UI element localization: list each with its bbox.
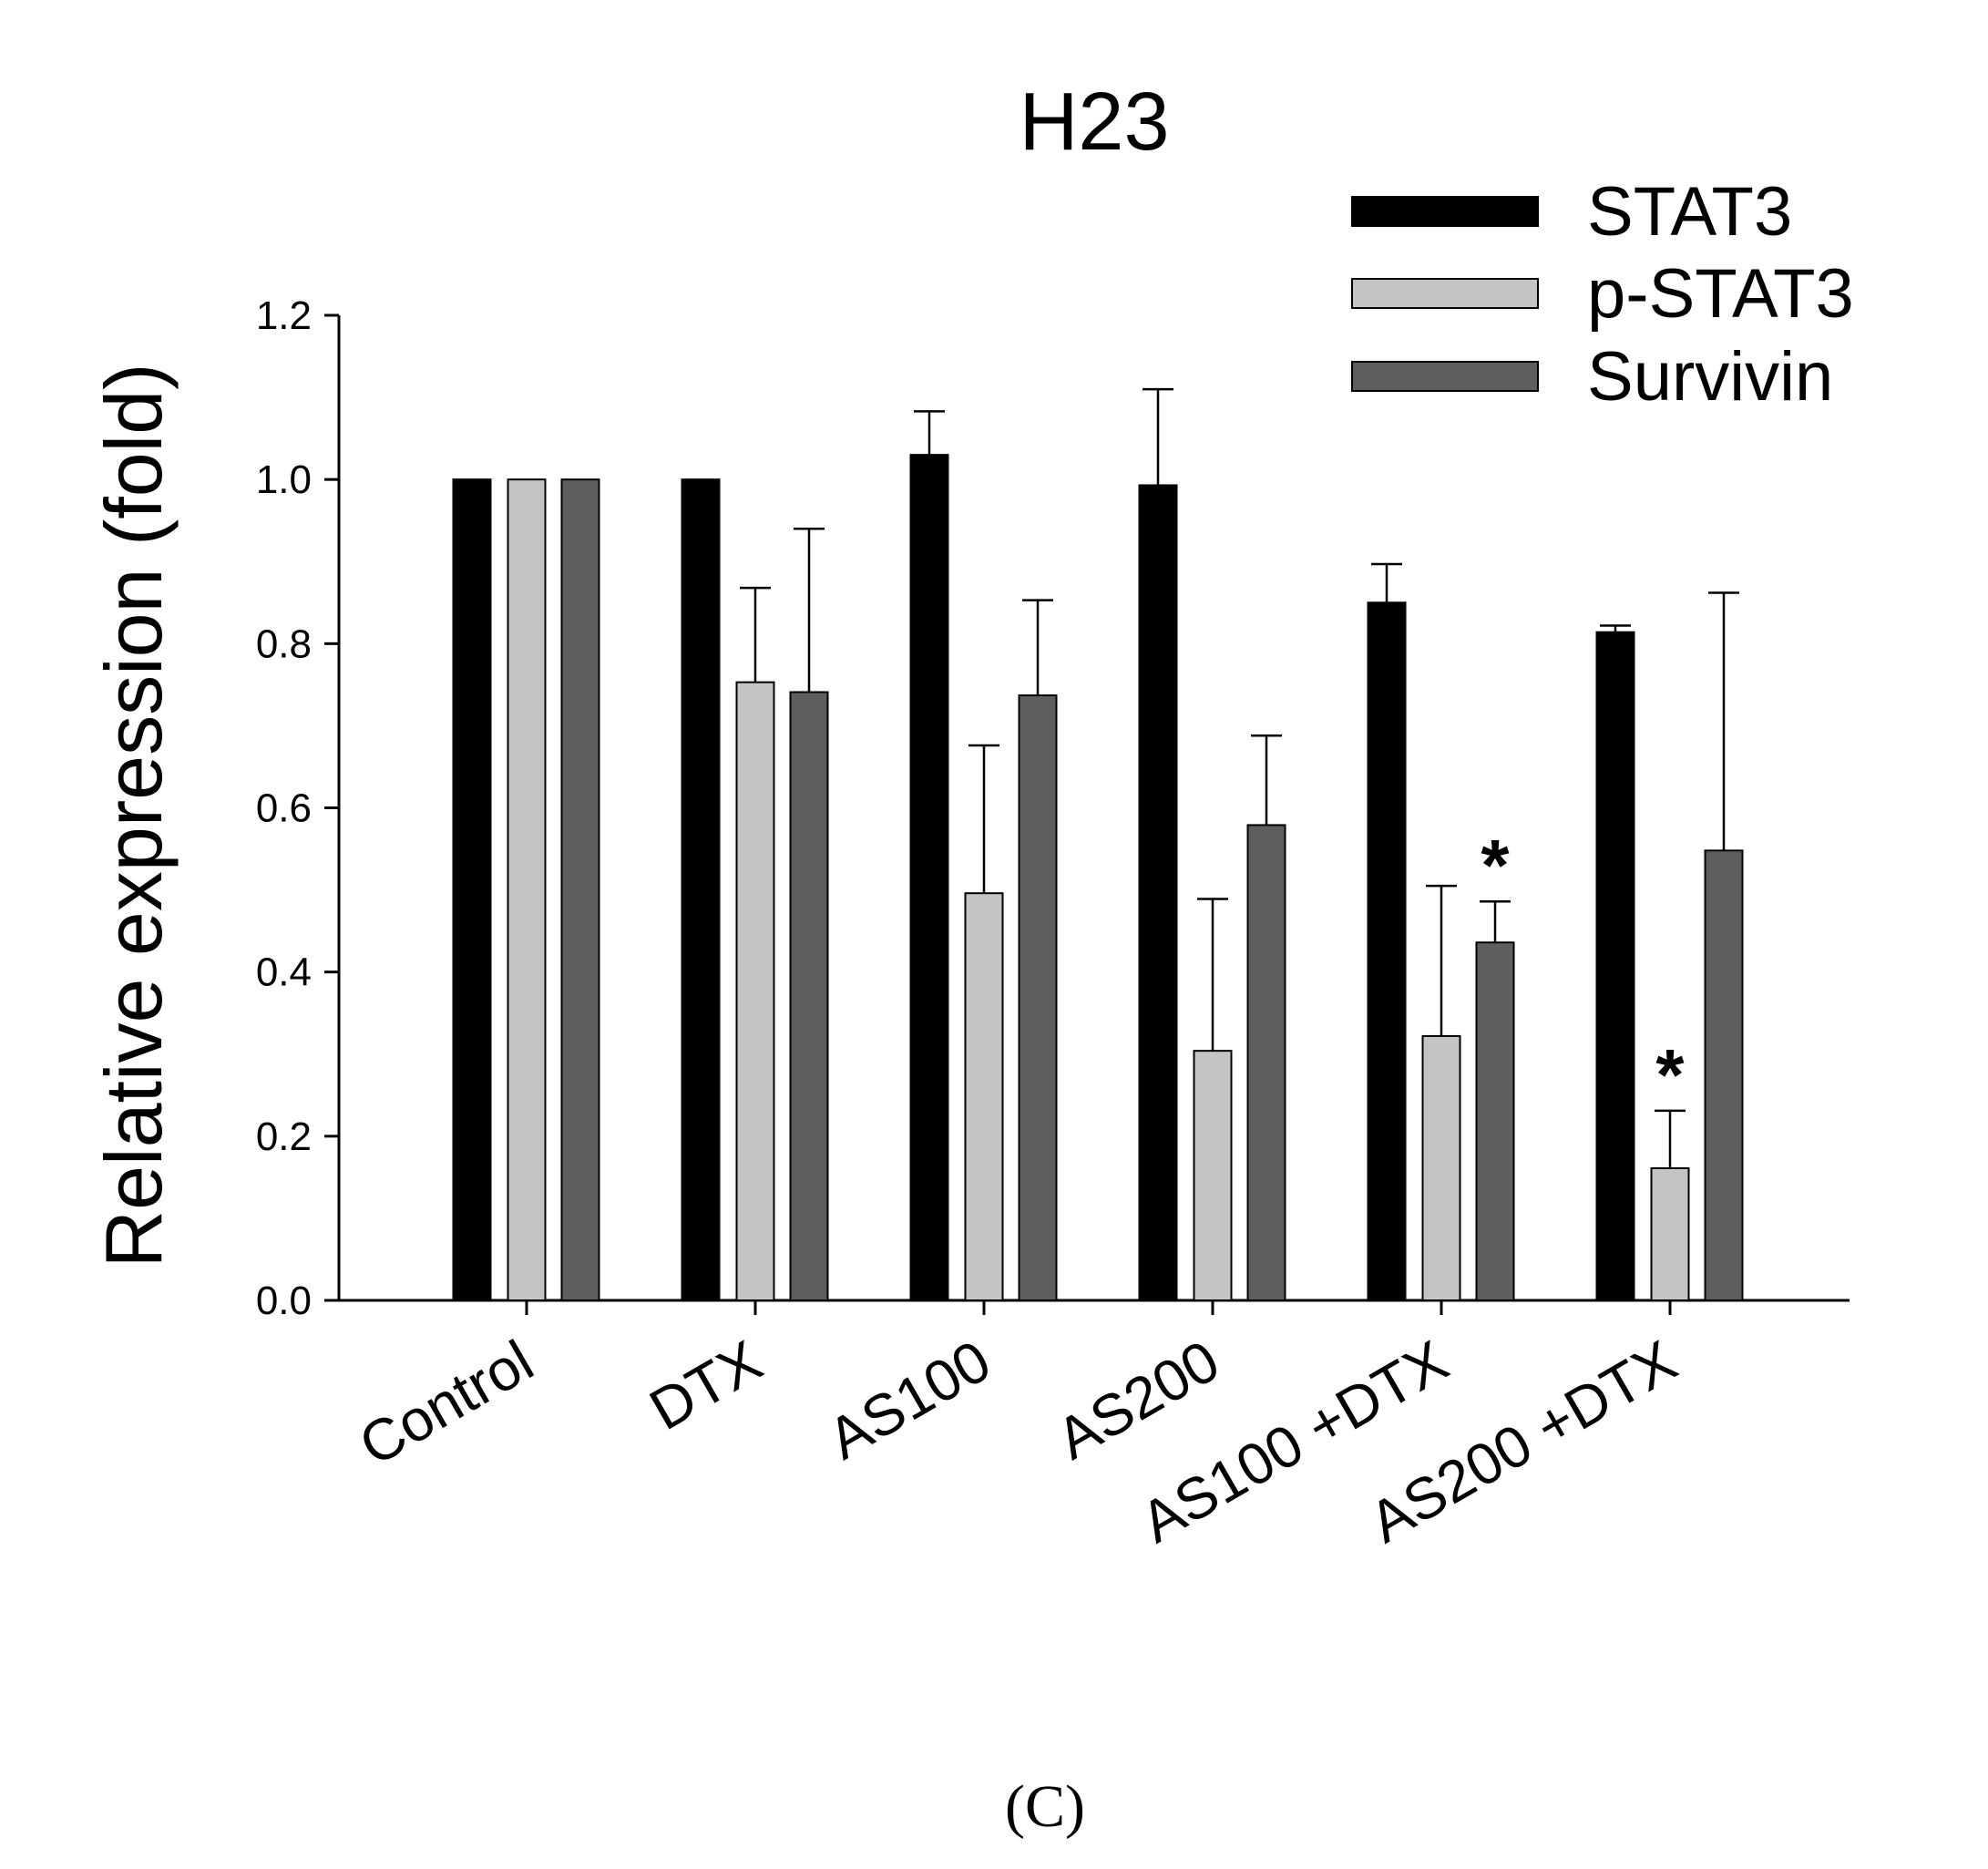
significance-asterisk: *	[1655, 1034, 1685, 1115]
error-bar-stat3-as200	[1143, 387, 1173, 486]
bar-p-stat3-as200-dtx	[1650, 1166, 1690, 1301]
significance-asterisk: *	[1481, 825, 1510, 906]
bar-survivin-dtx	[789, 691, 829, 1301]
bar-p-stat3-dtx	[735, 681, 775, 1301]
y-tick-label: 1.2	[256, 293, 312, 338]
bar-p-stat3-as100	[964, 892, 1004, 1301]
bar-stat3-as100	[909, 454, 949, 1301]
error-bar-survivin-dtx	[794, 527, 825, 693]
y-tick-label: 1.0	[256, 457, 312, 502]
legend-label-survivin: Survivin	[1587, 338, 1833, 416]
plot-area: 0.0 0.2 0.4 0.6 0.8 1.0 1.2 Control DTX AS100 AS20…	[256, 173, 1854, 1556]
x-tick-label-as100: AS100	[817, 1328, 1001, 1472]
bar-survivin-as100	[1018, 694, 1058, 1301]
bar-p-stat3-as100-dtx	[1421, 1034, 1461, 1301]
bar-survivin-as100-dtx	[1475, 941, 1515, 1302]
bar-survivin-control	[560, 478, 600, 1301]
y-tick-label: 0.4	[256, 950, 312, 995]
bar-stat3-as100-dtx	[1367, 601, 1407, 1301]
y-tick-label: 0.6	[256, 786, 312, 831]
legend-swatch-survivin	[1351, 361, 1539, 392]
error-bar-p-stat3-as200	[1197, 898, 1228, 1052]
chart-title: H23	[1019, 77, 1169, 168]
error-bar-stat3-as100	[914, 410, 945, 456]
legend-swatch-stat3	[1351, 196, 1539, 227]
bar-stat3-as200-dtx	[1595, 631, 1635, 1301]
error-bar-survivin-as100	[1022, 599, 1053, 696]
error-bar-p-stat3-as100-dtx	[1426, 884, 1457, 1036]
x-tick-label-as200: AS200	[1046, 1328, 1230, 1472]
legend-label-p-stat3: p-STAT3	[1587, 255, 1854, 333]
error-bar-p-stat3-dtx	[740, 586, 771, 683]
bar-stat3-dtx	[681, 478, 721, 1301]
bar-p-stat3-as200	[1193, 1050, 1233, 1301]
bar-stat3-control	[452, 478, 492, 1301]
y-tick-label: 0.8	[256, 621, 312, 666]
error-bar-survivin-as200	[1251, 734, 1282, 826]
x-tick-label-dtx: DTX	[639, 1328, 773, 1443]
error-bar-p-stat3-as100	[968, 744, 999, 894]
bar-survivin-as200	[1246, 824, 1286, 1301]
error-bar-survivin-as100-dtx	[1480, 899, 1511, 943]
panel-label: (C)	[1005, 1773, 1085, 1840]
error-bar-stat3-as100-dtx	[1371, 562, 1402, 603]
error-bar-survivin-as200-dtx	[1708, 591, 1739, 851]
y-tick-label: 0.0	[256, 1279, 312, 1323]
error-bar-stat3-as200-dtx	[1600, 624, 1631, 632]
y-tick-label: 0.2	[256, 1114, 312, 1159]
x-tick-label-control: Control	[348, 1328, 544, 1479]
bar-stat3-as200	[1138, 484, 1178, 1301]
bar-survivin-as200-dtx	[1704, 849, 1744, 1301]
legend-swatch-p-stat3	[1351, 278, 1539, 309]
error-bar-p-stat3-as200-dtx	[1655, 1109, 1686, 1168]
y-axis-label: Relative expression (fold)	[88, 364, 179, 1268]
legend-label-stat3: STAT3	[1587, 173, 1792, 251]
bar-p-stat3-control	[507, 478, 547, 1301]
